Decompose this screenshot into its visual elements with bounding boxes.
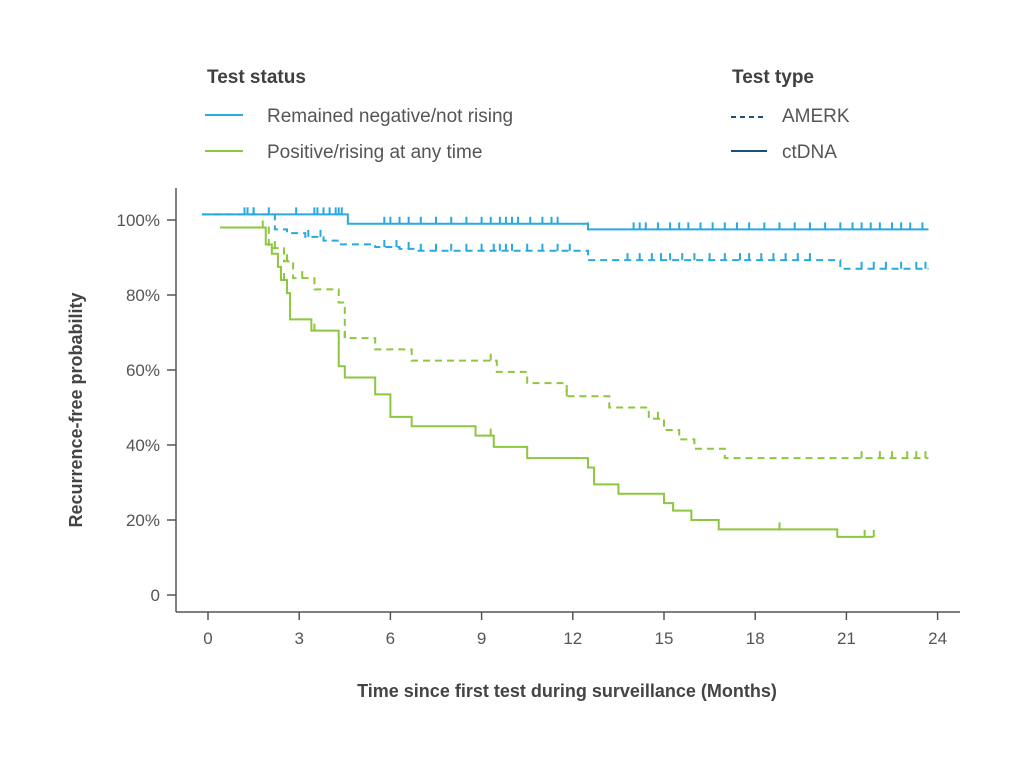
ticks: 0 3 6 9 12 15 18 21 24 0 20% 40% 60% 80% 100% <box>117 211 948 648</box>
x-tick-label: 21 <box>837 629 856 648</box>
x-axis-title: Time since first test during surveillanc… <box>357 681 777 701</box>
legend-label-amerk: AMERK <box>782 106 850 127</box>
series-3 <box>220 226 875 538</box>
x-tick-label: 15 <box>655 629 674 648</box>
x-tick-label: 3 <box>294 629 303 648</box>
legend-type-title: Test type <box>732 67 814 88</box>
y-tick-label: 0 <box>151 586 160 605</box>
legend-label-positive: Positive/rising at any time <box>267 142 482 163</box>
legend-status-title: Test status <box>207 67 306 88</box>
series-2 <box>220 220 929 460</box>
x-tick-label: 24 <box>928 629 947 648</box>
x-tick-label: 18 <box>746 629 765 648</box>
x-tick-label: 0 <box>203 629 212 648</box>
series-line <box>220 226 929 460</box>
y-tick-label: 20% <box>126 511 160 530</box>
series-line <box>201 213 929 231</box>
legend-label-ctdna: ctDNA <box>782 142 837 163</box>
x-tick-label: 9 <box>477 629 486 648</box>
y-axis-title: Recurrence-free probability <box>66 292 86 527</box>
y-tick-label: 40% <box>126 436 160 455</box>
series-line <box>201 213 929 270</box>
series-1 <box>201 207 929 270</box>
y-tick-label: 100% <box>117 211 160 230</box>
series-0 <box>201 207 929 231</box>
x-tick-label: 12 <box>563 629 582 648</box>
series-line <box>220 226 874 538</box>
series-layer <box>201 207 929 538</box>
y-tick-label: 80% <box>126 286 160 305</box>
x-tick-label: 6 <box>386 629 395 648</box>
legend: Test status Remained negative/not rising… <box>205 67 850 163</box>
y-tick-label: 60% <box>126 361 160 380</box>
legend-label-negative: Remained negative/not rising <box>267 106 513 127</box>
